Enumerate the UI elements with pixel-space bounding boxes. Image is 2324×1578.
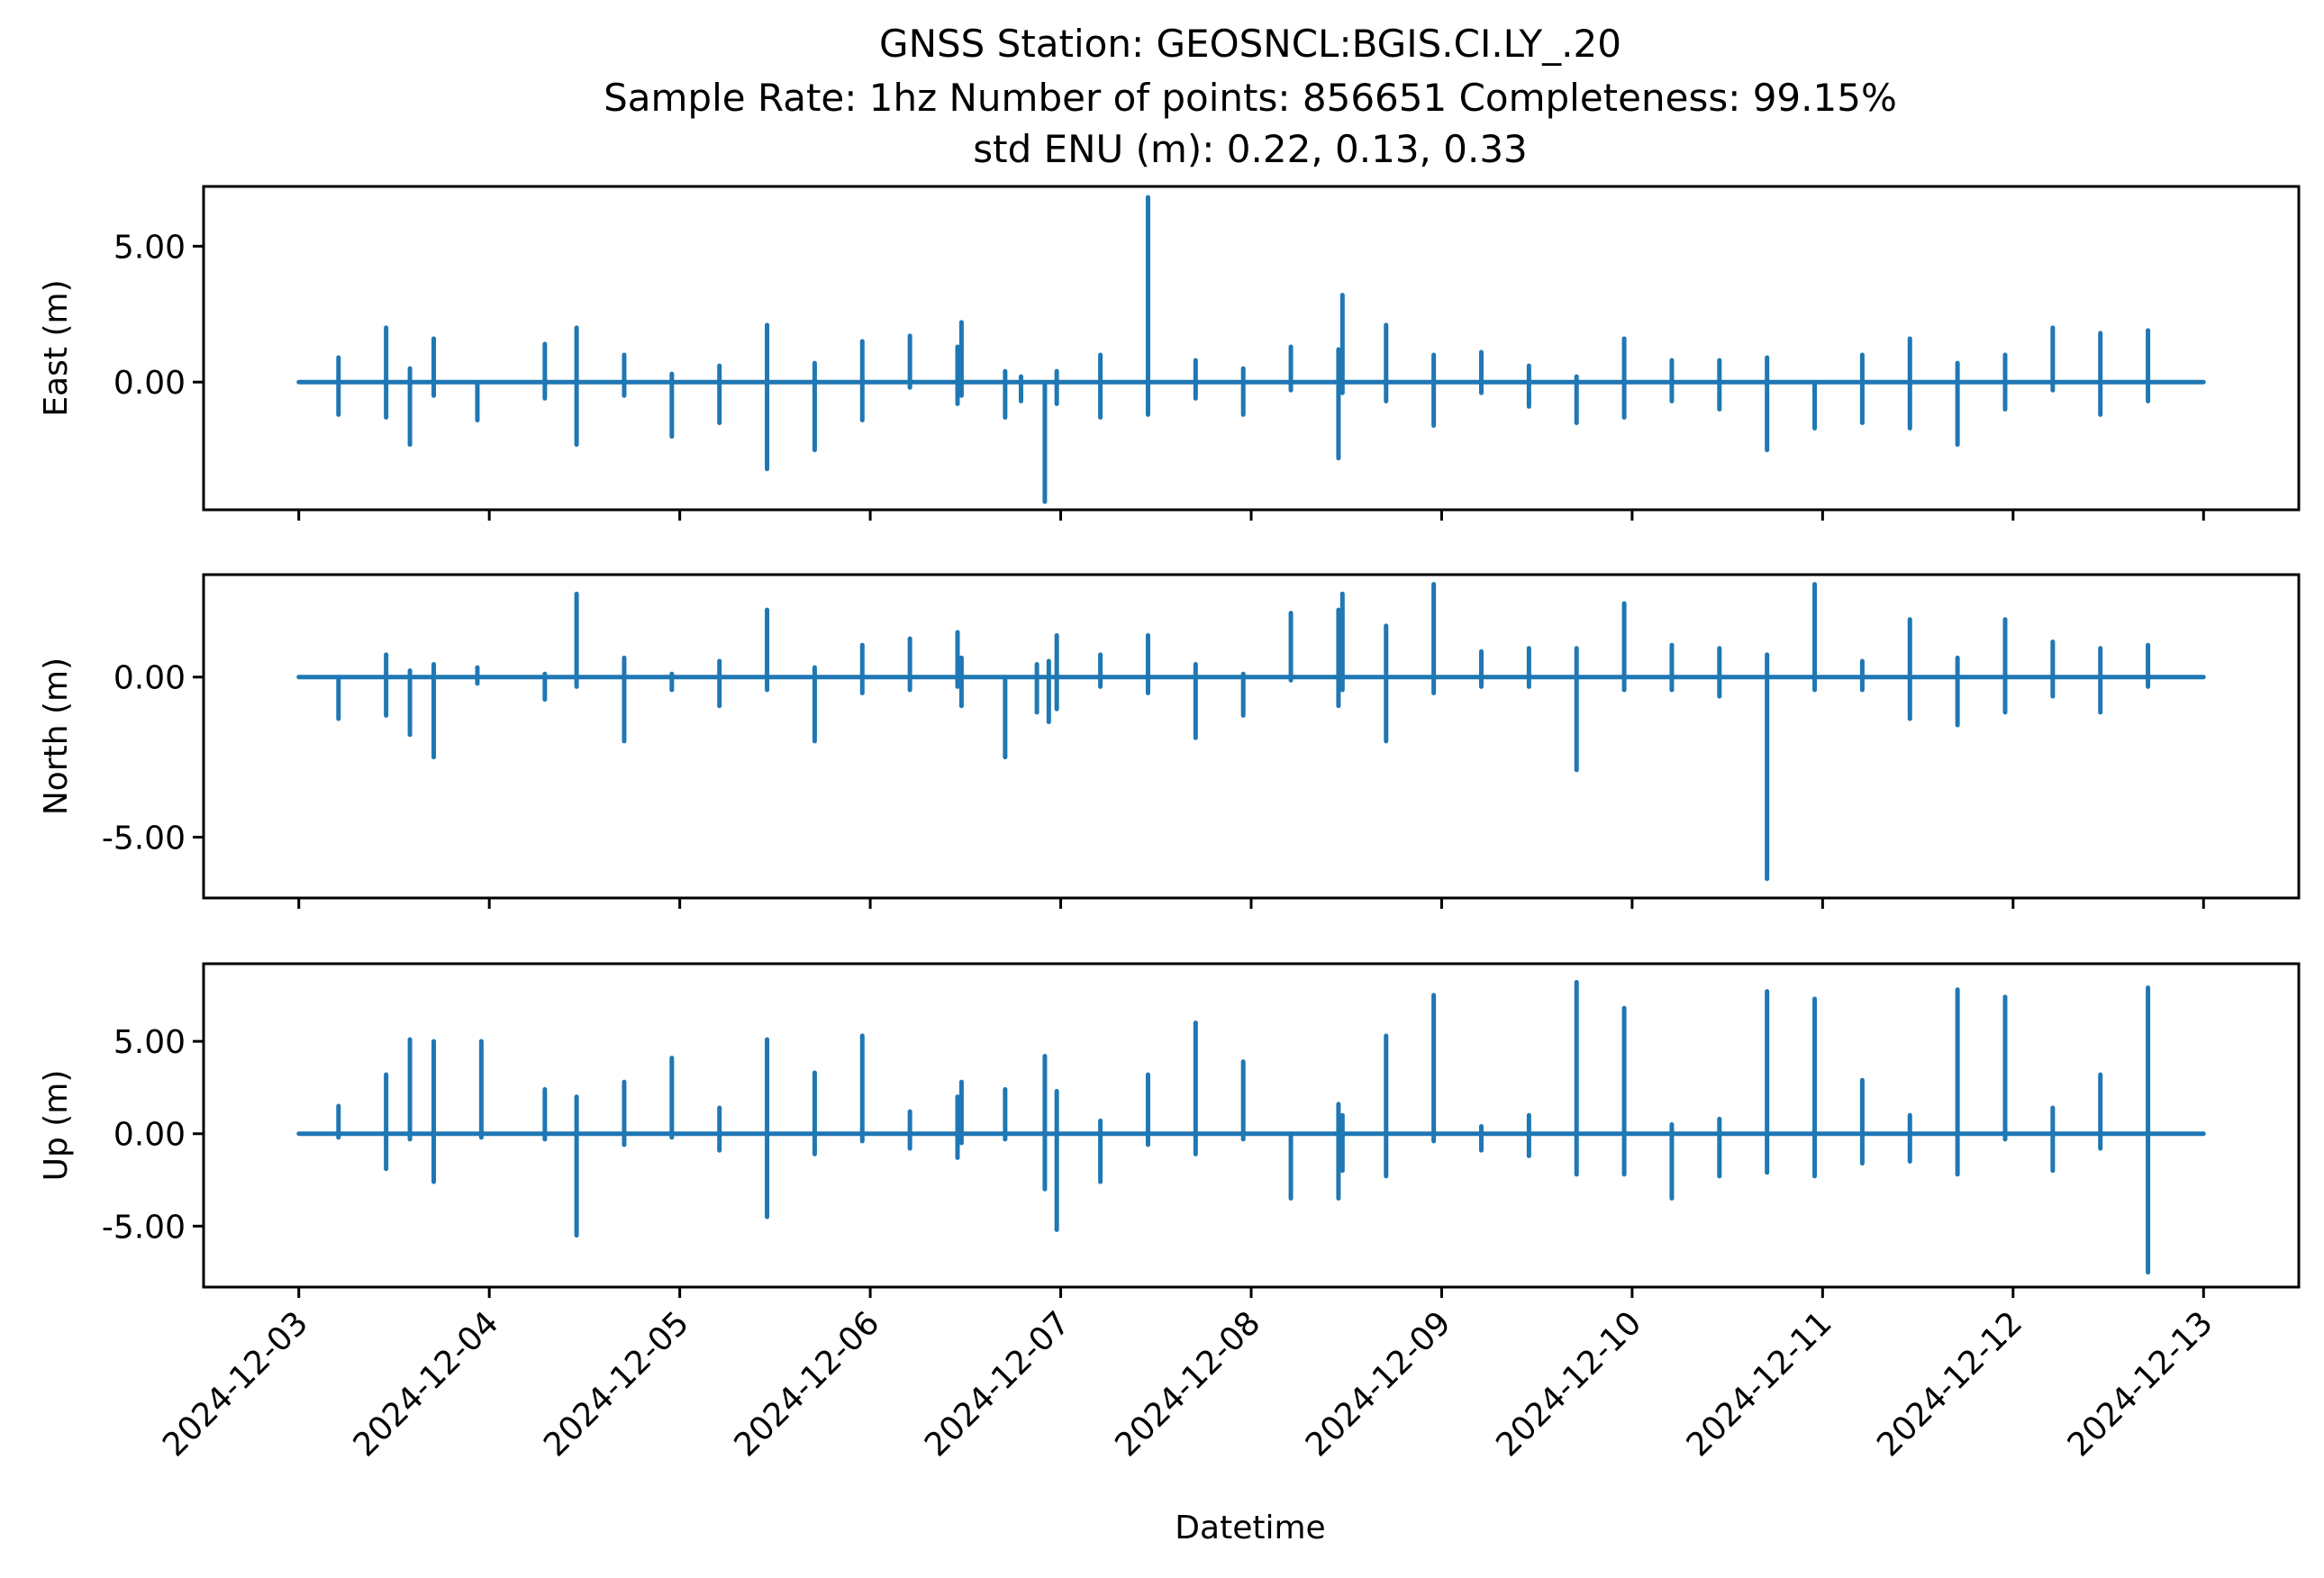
axes-frame [202, 185, 2301, 512]
panel-east: 5.00 0.00 East (m) [38, 185, 2301, 521]
x-tick-label: 2024-12-13 [2061, 1304, 2220, 1464]
x-tick-label: 2024-12-11 [1680, 1304, 1839, 1464]
y-axis-label: Up (m) [38, 1070, 75, 1182]
x-axis: 2024-12-03 2024-12-04 2024-12-05 2024-12-06… [156, 1304, 2220, 1464]
axes-frame [202, 962, 2301, 1289]
x-tick-label: 2024-12-10 [1489, 1304, 1648, 1464]
panel-up: 5.00 0.00 -5.00 Up (m) [38, 962, 2301, 1298]
x-tick-label: 2024-12-06 [728, 1304, 887, 1464]
y-tick-label: 5.00 [113, 229, 186, 266]
x-tick-label: 2024-12-08 [1108, 1304, 1267, 1464]
y-tick-label: 5.00 [113, 1024, 186, 1061]
axes-frame [202, 573, 2301, 900]
x-tick-label: 2024-12-09 [1299, 1304, 1458, 1464]
x-tick-label: 2024-12-12 [1870, 1304, 2029, 1464]
title-line-2: Sample Rate: 1hz Number of points: 85665… [604, 76, 1897, 120]
x-tick-label: 2024-12-07 [918, 1304, 1077, 1464]
panels: 5.00 0.00 East (m) 0.00 -5.00 North (m) 5.00 0.… [38, 185, 2301, 1298]
x-tick-label: 2024-12-05 [537, 1304, 696, 1464]
x-tick-label: 2024-12-03 [156, 1304, 315, 1464]
title-line-1: GNSS Station: GEOSNCL:BGIS.CI.LY_.20 [879, 22, 1621, 66]
y-axis-label: East (m) [38, 279, 75, 416]
y-tick-label: 0.00 [113, 660, 186, 697]
y-axis-label: North (m) [38, 658, 75, 815]
x-axis-label: Datetime [1175, 1510, 1325, 1546]
y-tick-label: 0.00 [113, 1117, 186, 1154]
x-tick-label: 2024-12-04 [347, 1304, 506, 1464]
figure-title: GNSS Station: GEOSNCL:BGIS.CI.LY_.20 Sam… [604, 22, 1897, 171]
y-tick-label: 0.00 [113, 365, 186, 402]
panel-north: 0.00 -5.00 North (m) [38, 573, 2301, 909]
title-line-3: std ENU (m): 0.22, 0.13, 0.33 [973, 127, 1528, 171]
y-tick-label: -5.00 [102, 1209, 186, 1246]
y-tick-label: -5.00 [102, 820, 186, 857]
